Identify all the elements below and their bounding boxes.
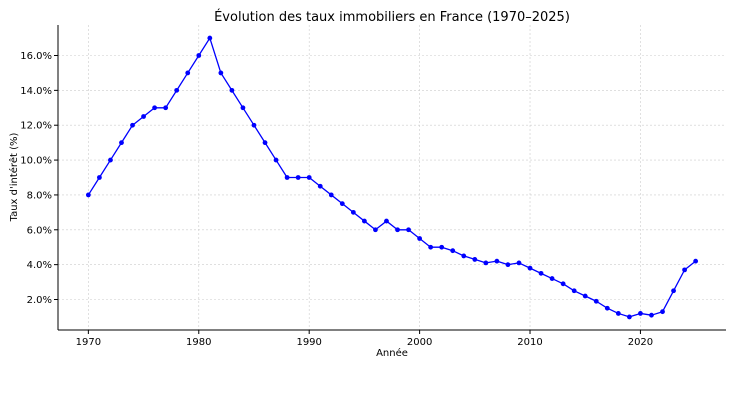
x-tick-label: 1970 — [76, 337, 101, 348]
data-point — [130, 122, 135, 128]
data-point — [649, 312, 654, 318]
x-ticks: 1970 1980 1990 2000 2010 2020 — [76, 330, 653, 348]
data-point — [384, 218, 389, 224]
y-tick-label: 4.0% — [27, 260, 52, 271]
data-point — [273, 157, 279, 163]
data-point — [450, 248, 456, 254]
data-point — [284, 175, 290, 180]
data-point — [428, 244, 434, 250]
data-point — [560, 281, 566, 287]
data-point — [395, 227, 400, 233]
data-point — [218, 70, 224, 76]
data-point — [262, 140, 268, 146]
data-point — [196, 53, 202, 58]
data-point — [417, 236, 423, 241]
axes — [57, 25, 726, 331]
y-tick-label: 14.0% — [20, 86, 52, 97]
data-point — [361, 218, 367, 224]
data-point — [97, 175, 102, 180]
y-tick-label: 6.0% — [27, 225, 52, 236]
data-point — [439, 244, 445, 250]
data-point — [549, 276, 555, 281]
data-point — [174, 87, 180, 93]
data-point — [538, 270, 544, 276]
data-point — [373, 227, 378, 233]
data-point — [671, 288, 676, 294]
data-point — [207, 35, 213, 41]
y-tick-label: 2.0% — [27, 295, 52, 306]
data-point — [693, 258, 699, 264]
data-point — [604, 305, 610, 311]
data-point — [682, 267, 687, 273]
data-point — [472, 257, 478, 262]
data-point — [505, 262, 511, 268]
series-line — [87, 37, 697, 318]
data-point — [660, 309, 665, 315]
x-tick-label: 1990 — [296, 337, 321, 348]
data-point — [571, 288, 577, 294]
data-point — [626, 314, 632, 320]
data-point — [638, 311, 643, 316]
data-point — [240, 105, 246, 111]
y-tick-label: 16.0% — [20, 51, 52, 62]
data-point — [108, 157, 113, 163]
series-layer — [85, 35, 699, 320]
data-point — [251, 122, 257, 128]
data-point — [306, 175, 312, 180]
data-point — [141, 114, 146, 119]
data-point — [406, 227, 411, 233]
grid — [58, 25, 726, 330]
x-tick-label: 2010 — [517, 337, 542, 348]
data-point — [461, 253, 467, 259]
data-point — [295, 175, 301, 180]
y-ticks: 2.0% 4.0% 6.0% 8.0% 10.0% 12.0% 14.0% 16.0% — [20, 51, 58, 306]
y-tick-label: 12.0% — [20, 121, 52, 132]
data-point — [119, 140, 124, 146]
x-tick-label: 1980 — [186, 337, 211, 348]
data-point — [185, 70, 191, 76]
data-point — [85, 192, 91, 198]
y-tick-label: 8.0% — [27, 190, 52, 201]
data-point — [527, 265, 533, 271]
data-point — [516, 260, 522, 266]
data-point — [152, 105, 158, 111]
data-point — [494, 258, 500, 264]
x-tick-label: 2000 — [407, 337, 432, 348]
data-point — [350, 209, 356, 215]
data-point — [615, 311, 621, 316]
data-point — [593, 298, 599, 304]
data-point — [582, 293, 588, 299]
data-point — [328, 192, 334, 198]
y-axis-title: Taux d'intérêt (%) — [8, 133, 20, 223]
data-point — [483, 260, 489, 266]
data-point — [339, 201, 345, 207]
x-tick-label: 2020 — [628, 337, 653, 348]
data-point — [317, 183, 323, 189]
data-point — [229, 87, 235, 93]
chart-title: Évolution des taux immobiliers en France… — [214, 9, 570, 25]
data-point — [163, 105, 169, 111]
x-axis-title: Année — [376, 347, 408, 359]
y-tick-label: 10.0% — [20, 156, 52, 167]
